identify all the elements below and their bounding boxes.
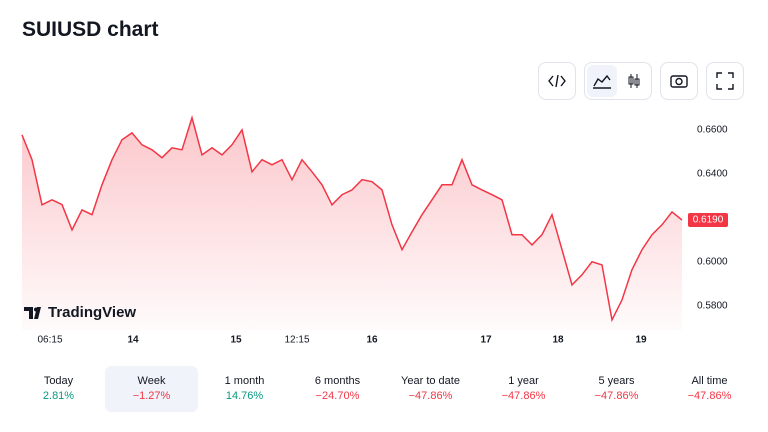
icon bbox=[716, 72, 734, 90]
period-change: −47.86% bbox=[594, 390, 639, 402]
period-tab[interactable]: 5 years −47.86% bbox=[570, 366, 663, 412]
title[interactable]: SUIUSD chart bbox=[22, 18, 159, 41]
period-name: All time bbox=[691, 375, 728, 387]
price-line bbox=[21, 115, 683, 323]
period-tab[interactable]: Week −1.27% bbox=[105, 366, 198, 412]
period-change: 2.81% bbox=[42, 390, 75, 402]
embed-button[interactable] bbox=[538, 62, 576, 100]
logo-dot bbox=[34, 307, 38, 312]
y-tick-label: 0.6400 bbox=[697, 168, 728, 179]
price-tag-label: 0.6190 bbox=[693, 215, 724, 226]
period-change: −47.86% bbox=[501, 390, 546, 402]
period-name: Year to date bbox=[401, 375, 460, 387]
chart: 0.6600 0.6400 0.6000 0.5800 06:15 14 15 12:15 16… bbox=[21, 115, 728, 346]
icon bbox=[670, 75, 688, 88]
period-change: −24.70% bbox=[315, 390, 360, 402]
period-change: −47.86% bbox=[687, 390, 732, 402]
x-tick-label: 17 bbox=[480, 335, 492, 346]
x-tick-label: 19 bbox=[635, 335, 647, 346]
y-tick-label: 0.6600 bbox=[697, 124, 728, 135]
period-tab[interactable]: Today 2.81% bbox=[12, 366, 105, 412]
period-change: 14.76% bbox=[225, 390, 264, 402]
period-name: 1 month bbox=[224, 375, 265, 387]
icon bbox=[548, 74, 566, 88]
y-tick-label: 0.6000 bbox=[697, 256, 728, 267]
period-name: 5 years bbox=[598, 375, 635, 387]
snapshot-button[interactable] bbox=[660, 62, 698, 100]
chart-type-toggle[interactable] bbox=[584, 62, 652, 100]
period-change: −47.86% bbox=[408, 390, 453, 402]
period-tabs: Today 2.81% Week −1.27% 1 month 14.76% 6 month… bbox=[12, 366, 756, 412]
period-name: 6 months bbox=[314, 375, 361, 387]
period-tab[interactable]: All time −47.86% bbox=[663, 366, 756, 412]
x-tick-label: 12:15 bbox=[284, 335, 309, 346]
fullscreen-button[interactable] bbox=[706, 62, 744, 100]
x-tick-label: 14 bbox=[127, 335, 139, 346]
x-tick-label: 06:15 bbox=[37, 335, 62, 346]
period-tab[interactable]: 1 year −47.86% bbox=[477, 366, 570, 412]
x-tick-label: 18 bbox=[552, 335, 564, 346]
period-name: 1 year bbox=[508, 375, 539, 387]
area bbox=[22, 117, 682, 330]
icon bbox=[593, 74, 640, 89]
y-tick-label: 0.5800 bbox=[697, 300, 728, 311]
watermark-text: TradingView bbox=[48, 304, 136, 321]
price-tag bbox=[688, 213, 728, 227]
period-tab[interactable]: 1 month 14.76% bbox=[198, 366, 291, 412]
period-name: Today bbox=[43, 375, 74, 387]
period-change: −1.27% bbox=[132, 390, 171, 402]
period-tab[interactable]: Year to date −47.86% bbox=[384, 366, 477, 412]
period-name: Week bbox=[137, 375, 166, 387]
x-tick-label: 15 bbox=[230, 335, 242, 346]
x-tick-label: 16 bbox=[366, 335, 378, 346]
watermark: TradingView bbox=[24, 304, 136, 321]
period-tab[interactable]: 6 months −24.70% bbox=[291, 366, 384, 412]
